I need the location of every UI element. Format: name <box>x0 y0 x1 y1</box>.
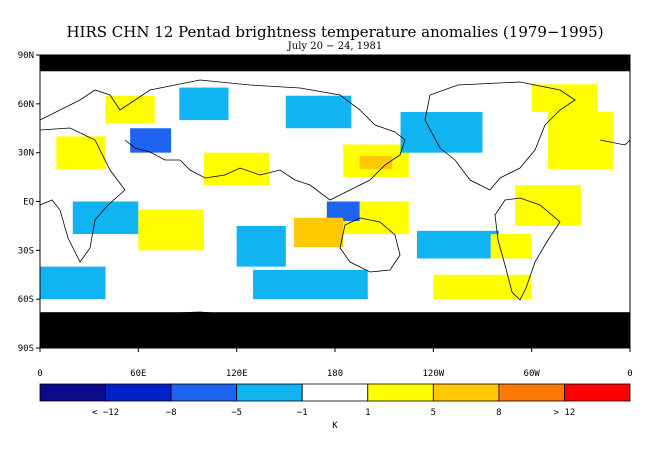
colorbar-swatch <box>432 383 500 402</box>
colorbar-label: 8 <box>496 408 501 418</box>
anomaly-region-19 <box>40 266 106 300</box>
colorbar-swatch <box>498 383 565 402</box>
longitude-axis: 0 60E 120E 180 120W 60W 0 <box>37 348 633 379</box>
lat-tick-label: 30N <box>18 149 34 159</box>
anomaly-region-22 <box>203 152 270 186</box>
coastline-africa <box>39 127 126 263</box>
anomaly-map <box>39 54 631 349</box>
anomaly-region-14 <box>400 111 483 153</box>
latitude-axis: 90N 60N 30N EQ 30S 60S 90S <box>18 51 40 354</box>
lat-tick-label: 60N <box>18 100 34 110</box>
lon-tick-label: 120E <box>226 369 248 379</box>
anomaly-region-11 <box>416 230 499 259</box>
lat-tick-label: 90N <box>18 51 34 61</box>
lon-tick-label: 180 <box>327 369 343 379</box>
lat-tick-label: 30S <box>18 246 34 256</box>
anomaly-region-5 <box>236 225 286 267</box>
anomaly-region-16 <box>515 185 581 226</box>
colorbar-swatch <box>367 383 434 402</box>
colorbar-swatch <box>39 383 106 402</box>
colorbar-swatch <box>301 383 369 402</box>
colorbar: < −12 −8 −5 −1 1 5 8 > 12 <box>39 383 631 418</box>
coastline-asia <box>119 79 406 201</box>
colorbar-label: 1 <box>365 408 370 418</box>
colorbar-unit: K <box>332 421 338 431</box>
anomaly-region-4 <box>56 136 106 169</box>
anomaly-region-10 <box>294 217 344 248</box>
colorbar-label: > 12 <box>554 408 576 418</box>
colorbar-swatch <box>564 383 631 402</box>
lon-tick-label: 0 <box>37 369 42 379</box>
anomaly-region-17 <box>72 201 139 235</box>
coastline-antarctica <box>39 311 631 323</box>
colorbar-label: 5 <box>431 408 436 418</box>
colorbar-label: −5 <box>231 408 242 418</box>
colorbar-label: < −12 <box>92 408 119 418</box>
lat-tick-label: EQ <box>23 198 34 208</box>
coastline-north-america <box>424 81 576 191</box>
chart-subtitle: July 20 − 24, 1981 <box>287 41 382 52</box>
anomaly-region-24 <box>285 95 352 129</box>
colorbar-label: −8 <box>166 408 177 418</box>
anomaly-region-7 <box>359 155 393 169</box>
chart-title: HIRS CHN 12 Pentad brightness temperatur… <box>66 23 603 41</box>
lon-tick-label: 0 <box>627 369 632 379</box>
coastline-australia <box>339 217 401 273</box>
lat-tick-label: 60S <box>18 295 34 305</box>
anomaly-region-2 <box>130 128 172 153</box>
anomaly-region-9 <box>326 201 360 222</box>
coastlines <box>39 79 631 323</box>
lat-tick-label: 90S <box>18 344 34 354</box>
lon-tick-label: 60W <box>524 369 541 379</box>
anomaly-region-18 <box>138 209 204 251</box>
colorbar-label: −1 <box>297 408 308 418</box>
colorbar-swatch <box>236 383 303 402</box>
anomaly-region-15 <box>179 87 229 121</box>
coastline-south-america <box>494 197 561 301</box>
lon-tick-label: 120W <box>422 369 444 379</box>
coastline-europe <box>39 89 631 146</box>
colorbar-swatch <box>105 383 172 402</box>
anomaly-region-20 <box>253 269 368 300</box>
anomaly-region-21 <box>433 274 532 300</box>
anomaly-region-12 <box>490 234 532 259</box>
anomaly-region-23 <box>531 84 598 112</box>
anomaly-region-1 <box>40 55 630 72</box>
lon-tick-label: 60E <box>130 369 146 379</box>
colorbar-swatch <box>170 383 238 402</box>
